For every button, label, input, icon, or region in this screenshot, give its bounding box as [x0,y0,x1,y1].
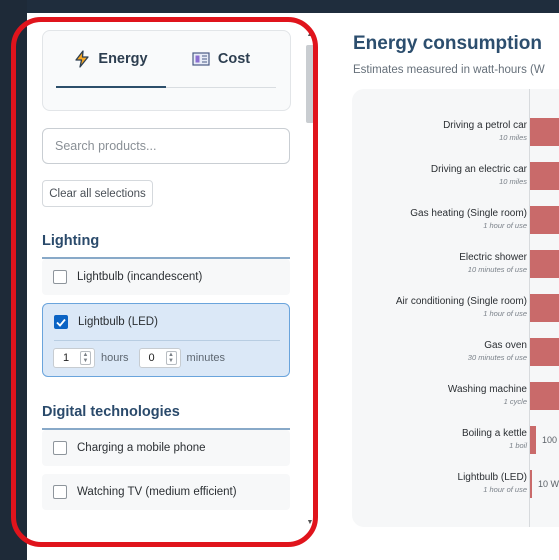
chart-bar [530,382,559,410]
chart-category-sublabel: 10 miles [499,133,527,142]
search-input[interactable] [42,128,290,164]
chart-bar [530,294,559,322]
list-item-lightbulb-led[interactable]: Lightbulb (LED) 1 ▲ ▼ hours 0 ▲ ▼ minutes [42,303,290,377]
chart-value-label: 10 W [538,479,559,489]
scroll-up-icon[interactable]: ▲ [306,31,314,38]
spin-arrows-icon[interactable]: ▲ ▼ [165,351,177,365]
item-label: Watching TV (medium efficient) [77,486,237,498]
section-rule [42,428,290,430]
page-subtitle: Estimates measured in watt-hours (W [353,64,545,76]
active-tab-underline [56,86,166,88]
spin-arrows-icon[interactable]: ▲ ▼ [80,351,91,365]
chart-row: Gas heating (Single room) 1 hour of use [352,194,559,238]
sidebar-scrollbar[interactable]: ▲ ▼ [305,30,315,528]
chart-bar [530,470,532,498]
chart-category-label: Gas heating (Single room) [410,208,527,219]
chart-row: Lightbulb (LED) 1 hour of use 10 W [352,458,559,502]
checkbox[interactable] [53,270,67,284]
checkbox[interactable] [53,441,67,455]
chart-category-sublabel: 1 cycle [503,397,527,406]
chart-row: Gas oven 30 minutes of use [352,326,559,370]
list-item-charging-phone[interactable]: Charging a mobile phone [42,430,290,466]
window-left-strip [0,0,27,560]
chart-bar [530,162,559,190]
chart-category-label: Electric shower [459,252,527,263]
scroll-thumb[interactable] [306,45,314,123]
hours-value: 1 [63,352,70,364]
tab-energy-label: Energy [98,51,148,67]
chart-category-sublabel: 10 miles [499,177,527,186]
chart-category-sublabel: 1 hour of use [483,309,527,318]
list-item-lightbulb-incandescent[interactable]: Lightbulb (incandescent) [42,259,290,295]
item-label: Charging a mobile phone [77,442,206,454]
section-title-lighting: Lighting [42,233,100,249]
item-label: Lightbulb (incandescent) [77,271,203,283]
chart-category-label: Gas oven [484,340,527,351]
chart-category-label: Air conditioning (Single room) [395,296,527,307]
chart-row: Air conditioning (Single room) 1 hour of … [352,282,559,326]
chart-bar [530,426,536,454]
chart-category-sublabel: 1 hour of use [483,221,527,230]
chart-bar [530,206,559,234]
strip-dot [11,230,15,234]
chart-bar [530,338,559,366]
chart-category-label: Boiling a kettle [461,428,527,439]
tab-divider [166,87,276,88]
chart-axis [529,89,530,527]
section-rule [42,257,290,259]
chart-category-label: Lightbulb (LED) [457,472,527,483]
cost-icon [192,52,210,66]
chart-row: Boiling a kettle 1 boil 100 [352,414,559,458]
chart-category-label: Driving a petrol car [443,120,527,131]
chart-bar [530,250,559,278]
clear-selections-button[interactable]: Clear all selections [42,180,153,207]
tab-cost[interactable]: Cost [166,31,276,87]
hours-stepper[interactable]: 1 ▲ ▼ [53,348,95,368]
chart-category-sublabel: 30 minutes of use [467,353,527,362]
hours-label: hours [101,352,129,364]
chart-category-sublabel: 1 boil [509,441,527,450]
chart-row: Electric shower 10 minutes of use [352,238,559,282]
energy-chart: Driving a petrol car 10 miles Driving an e… [352,89,559,527]
scroll-down-icon[interactable]: ▼ [306,519,314,526]
minutes-stepper[interactable]: 0 ▲ ▼ [138,348,181,368]
checkbox[interactable] [53,485,67,499]
strip-dot [11,110,15,114]
chart-category-label: Driving an electric car [430,164,527,175]
chart-value-label: 100 [542,435,558,445]
app-top-bar [0,0,559,13]
chart-row: Driving an electric car 10 miles [352,150,559,194]
item-label: Lightbulb (LED) [78,316,158,328]
chart-bar [530,118,559,146]
tab-energy[interactable]: Energy [56,31,166,87]
duration-controls: 1 ▲ ▼ hours 0 ▲ ▼ minutes [53,341,235,375]
chart-category-sublabel: 1 hour of use [483,485,527,494]
tab-cost-label: Cost [217,51,251,67]
chart-category-label: Washing machine [447,384,527,395]
minutes-label: minutes [186,352,226,364]
chart-category-sublabel: 10 minutes of use [467,265,527,274]
checkbox-checked[interactable] [54,315,68,329]
sidebar: Energy Cost Clear all selections Lightin… [27,13,307,560]
minutes-value: 0 [148,352,155,364]
selection-divider [54,340,280,341]
section-title-digital: Digital technologies [42,404,180,420]
metric-tabs: Energy Cost [42,30,291,111]
chart-row: Driving a petrol car 10 miles [352,106,559,150]
lightning-icon [74,50,90,68]
page-title: Energy consumption [353,33,542,54]
check-icon [56,318,66,327]
list-item-watching-tv[interactable]: Watching TV (medium efficient) [42,474,290,510]
strip-dot [11,350,15,354]
chart-row: Washing machine 1 cycle [352,370,559,414]
